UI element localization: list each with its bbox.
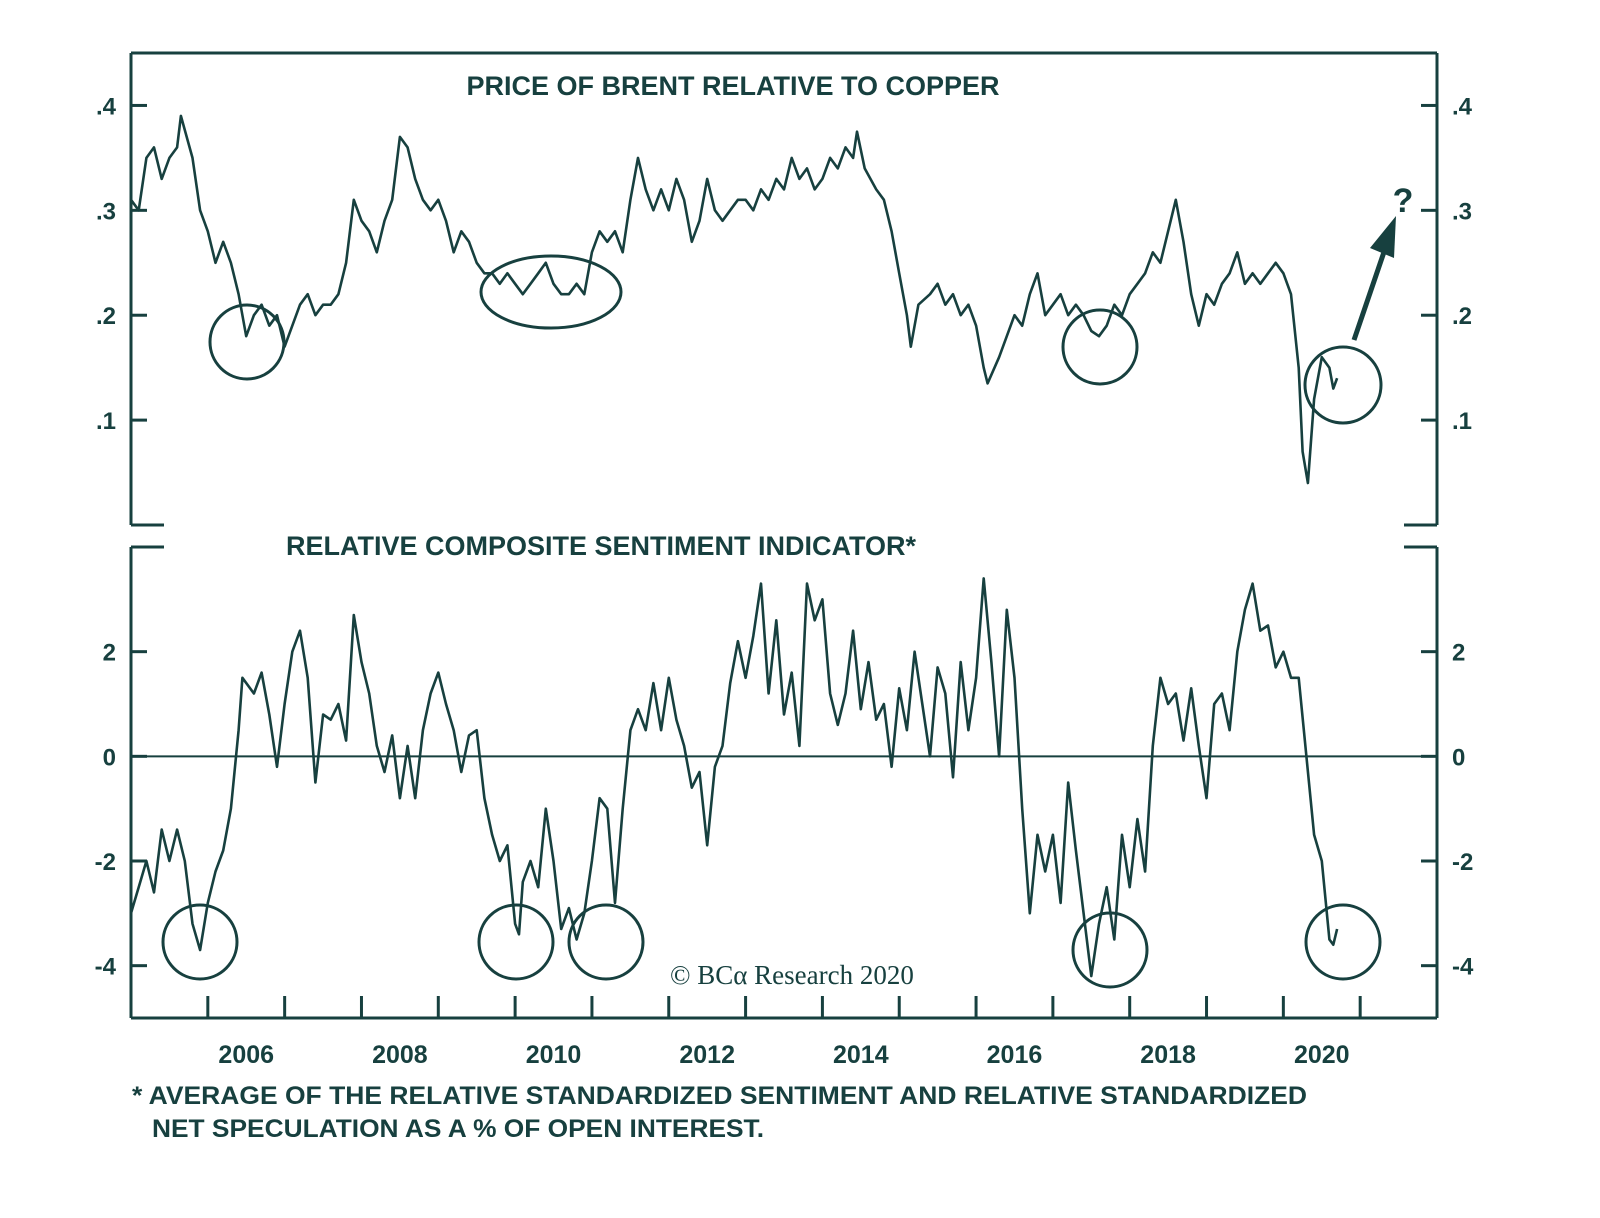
x-tick-label: 2008 (372, 1041, 428, 1069)
highlight-circle (208, 303, 286, 381)
y-tick-label-left: .1 (96, 408, 116, 435)
footnote-line-1: * AVERAGE OF THE RELATIVE STANDARDIZED S… (132, 1082, 1307, 1110)
highlight-circle (1061, 308, 1139, 386)
x-tick-label: 2020 (1294, 1041, 1350, 1069)
question-mark-annotation: ? (1393, 182, 1414, 220)
x-tick-label: 2018 (1140, 1041, 1196, 1069)
highlight-ellipse (479, 254, 623, 330)
annotations: ? (161, 182, 1414, 989)
highlight-circle (1303, 345, 1383, 425)
highlight-circle (567, 903, 645, 981)
highlight-circle (1304, 903, 1382, 981)
series-lines (129, 114, 1339, 978)
y-tick-label-left: .3 (96, 198, 116, 225)
x-tick-label: 2012 (679, 1041, 735, 1069)
x-tick-label: 2010 (526, 1041, 582, 1069)
highlight-circle (477, 903, 555, 981)
y-tick-label-left: .4 (96, 93, 117, 120)
sentiment-indicator-line (129, 577, 1339, 978)
arrow-shaft-icon (1351, 251, 1387, 341)
y-tick-label-left: 0 (103, 744, 116, 771)
bottom-panel-title: RELATIVE COMPOSITE SENTIMENT INDICATOR* (286, 531, 917, 561)
y-tick-label-right: -2 (1452, 849, 1473, 876)
highlight-circle (161, 903, 239, 981)
x-tick-label: 2014 (833, 1041, 889, 1069)
axis-ticks (131, 103, 1437, 1018)
copyright-watermark: © BCα Research 2020 (670, 960, 914, 990)
y-tick-label-left: -4 (95, 954, 117, 981)
y-tick-label-left: 2 (103, 640, 116, 667)
y-tick-label-left: -2 (95, 849, 116, 876)
brent-copper-line (129, 114, 1339, 485)
panel-frames (129, 51, 1439, 1020)
x-tick-label: 2006 (218, 1041, 274, 1069)
y-tick-label-right: .4 (1452, 93, 1473, 120)
y-tick-label-right: .2 (1452, 303, 1472, 330)
tick-labels: .1 .1 .2 .2 .3 .3 .4 .4 -4 -4 -2 -2 0 0 2 2 2006 2008 2010… (95, 93, 1474, 1069)
y-tick-label-right: -4 (1452, 954, 1474, 981)
arrow-head-icon (1370, 216, 1396, 258)
x-tick-label: 2016 (987, 1041, 1043, 1069)
y-tick-label-right: .1 (1452, 408, 1472, 435)
y-tick-label-right: 2 (1452, 640, 1465, 667)
y-tick-label-left: .2 (96, 303, 116, 330)
y-tick-label-right: 0 (1452, 744, 1465, 771)
highlight-circle (1071, 911, 1149, 989)
top-panel-title: PRICE OF BRENT RELATIVE TO COPPER (466, 71, 999, 101)
footnote-line-2: NET SPECULATION AS A % OF OPEN INTEREST. (152, 1115, 764, 1143)
y-tick-label-right: .3 (1452, 198, 1472, 225)
